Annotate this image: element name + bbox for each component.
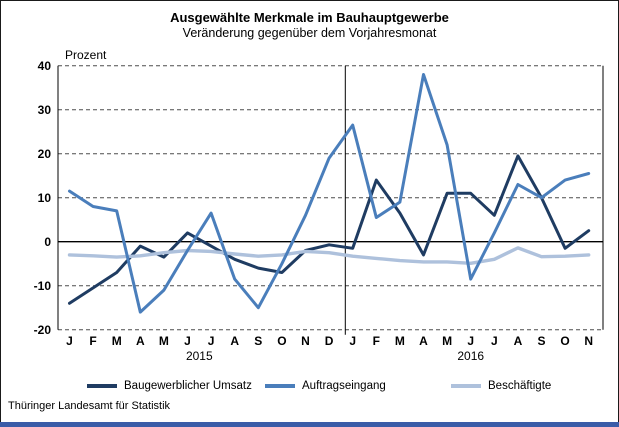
month-label: A [136, 334, 145, 348]
legend-label-umsatz: Baugewerblicher Umsatz [124, 380, 252, 392]
month-label: J [208, 334, 215, 348]
year-label-2016: 2016 [457, 349, 484, 363]
month-label: S [537, 334, 545, 348]
legend-swatch-beschaeftigte [451, 384, 481, 388]
series-line-0 [68, 154, 591, 305]
legend-item-beschaeftigte: Beschäftigte [451, 378, 551, 394]
y-tick-label-30: 30 [38, 103, 52, 117]
y-tick-label--10: -10 [34, 279, 52, 293]
month-label: J [66, 334, 73, 348]
month-label: N [301, 334, 310, 348]
legend-item-umsatz: Baugewerblicher Umsatz [87, 378, 252, 394]
y-tick-label-0: 0 [44, 235, 51, 249]
chart-subtitle: Veränderung gegenüber dem Vorjahresmonat [182, 26, 437, 40]
month-label: J [349, 334, 356, 348]
month-label: J [467, 334, 474, 348]
y-tick-label-40: 40 [38, 59, 52, 73]
month-label: S [254, 334, 262, 348]
month-label: O [277, 334, 286, 348]
month-label: M [442, 334, 452, 348]
month-label: N [584, 334, 593, 348]
bottom-accent-bar [0, 422, 619, 427]
year-label-2015: 2015 [186, 349, 213, 363]
legend-item-auftragseingang: Auftragseingang [265, 378, 386, 394]
chart-title: Ausgewählte Merkmale im Bauhauptgewerbe [170, 10, 449, 25]
legend-label-auftragseingang: Auftragseingang [302, 380, 386, 392]
y-tick-label-10: 10 [38, 191, 52, 205]
y-tick-label-20: 20 [38, 147, 52, 161]
month-label: A [419, 334, 428, 348]
month-label: F [373, 334, 380, 348]
month-label: M [159, 334, 169, 348]
series-line-2 [67, 246, 591, 265]
legend-label-beschaeftigte: Beschäftigte [488, 380, 552, 392]
month-label: M [395, 334, 405, 348]
month-label: J [184, 334, 191, 348]
legend-swatch-umsatz [87, 384, 117, 388]
y-tick-label--20: -20 [34, 323, 52, 337]
month-label: A [230, 334, 239, 348]
month-label: O [560, 334, 569, 348]
month-label: D [325, 334, 334, 348]
month-label: F [89, 334, 96, 348]
month-label: J [491, 334, 498, 348]
series-line-1 [68, 73, 591, 314]
legend-swatch-auftragseingang [265, 384, 295, 388]
source-attribution: Thüringer Landesamt für Statistik [8, 400, 171, 412]
chart-legend: Baugewerblicher Umsatz Auftragseingang B… [1, 378, 618, 394]
month-label: A [514, 334, 523, 348]
month-label: M [112, 334, 122, 348]
y-axis-unit-label: Prozent [65, 48, 107, 62]
